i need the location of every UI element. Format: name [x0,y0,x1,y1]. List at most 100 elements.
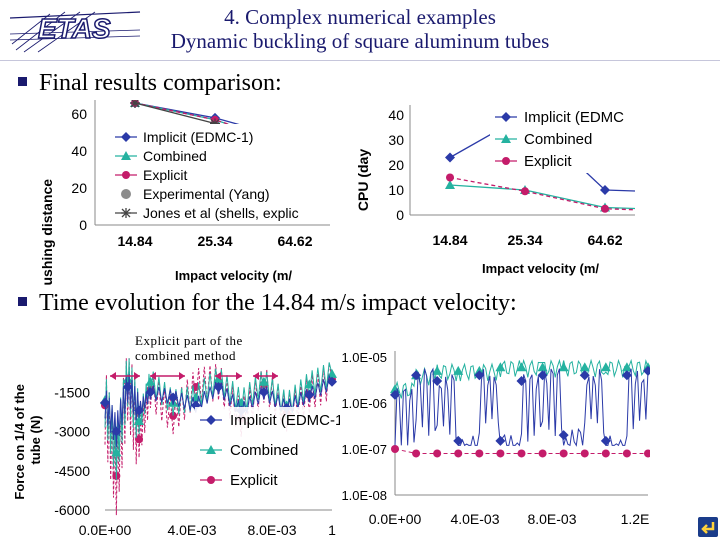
chart1-ytick-label: 40 [71,143,87,159]
chart4-ytick-label: 1.0E-07 [341,442,387,457]
chart3-xtick-label: 4.0E-03 [167,522,216,538]
chart4-point [432,365,443,375]
chart2-ylabel: CPU (day [355,149,371,211]
return-arrow-icon[interactable] [698,517,718,537]
chart2-ytick-label: 30 [388,132,404,148]
chart4-point [580,449,589,458]
chart1-legend-label: Experimental (Yang) [143,186,270,202]
chart3-interval-arrow [253,372,278,380]
chart4-point [412,449,421,458]
chart4-point [475,449,484,458]
chart3-point [134,405,145,416]
chart3-point [168,392,179,403]
chart4-point [622,449,631,458]
chart4-ytick-label: 1.0E-05 [341,350,387,365]
chart3-interval-arrow [150,372,185,380]
chart2-xtick-label: 14.84 [432,232,467,248]
chart3-xtick-label: 8.0E-03 [247,522,296,538]
chart4-point [474,370,485,381]
chart3-ylabel-line1: Force on 1/4 of the [12,384,27,500]
chart4-point [558,430,569,441]
chart3-ytick-label: -4500 [54,463,90,479]
chart1-point [130,100,140,108]
chart2-point [601,204,609,213]
chart4-xtick-label: 8.0E-03 [527,511,576,527]
chart3-legend-label: Implicit (EDMC-1) [230,412,340,429]
chart2-legend-marker [501,112,511,122]
chart3-legend-label: Combined [230,442,298,459]
chart4-xtick-label: 1.2E [621,511,650,527]
chart4-point [579,362,590,372]
chart1-legend-label: Combined [143,148,207,164]
cpu-chart: 0 10 20 30 40 14.84 25.34 64.62 Implicit (EDMC C… [355,105,640,276]
chart1-legend-marker [121,151,131,160]
chart1-legend-label: Implicit (EDMC-1) [143,129,253,145]
chart4-point [517,449,526,458]
logo-text: ETAS [38,13,111,44]
chart3-point [100,397,110,408]
logo-graphic: ETAS [9,11,141,53]
chart4-point [516,362,527,372]
chart2-ytick-label: 20 [388,157,404,173]
chart2-point [600,185,610,195]
chart4-point [559,449,568,458]
chart2-point [446,173,454,182]
chart4-point [621,370,632,381]
annotation-line-2: combined method [135,348,237,363]
chart2-point [445,180,455,189]
chart3-xtick-label: 1 [328,522,336,538]
chart3-ytick-label: -6000 [54,502,90,518]
chart1-ytick-label: 0 [79,217,87,233]
chart1-legend-marker [122,171,130,179]
chart2-legend-label: Combined [524,131,592,148]
chart1-legend-marker [121,132,131,142]
chart2-legend-marker [501,134,511,143]
chart4-point [390,389,400,400]
chart4-point [601,449,610,458]
chart1-ytick-label: 20 [71,180,87,196]
chart1-legend-marker [121,189,131,199]
chart3-point [169,411,178,420]
chart3-point [145,387,156,398]
chart3-point [134,416,145,426]
chart3-point [327,376,337,387]
chart4-point [558,362,569,372]
chart2-series-line [449,176,636,211]
chart4-point [644,449,650,458]
chart1-legend-label: Jones et al (shells, explic [143,205,299,221]
chart3-point [304,389,315,400]
chart4-xtick-label: 4.0E-03 [450,511,499,527]
annotation-line-1: Explicit part of the [135,333,243,348]
chart3-ytick-label: -3000 [54,424,90,440]
chart4-point [453,365,464,375]
chart2-ytick-label: 0 [396,207,404,223]
chart4-point [496,449,505,458]
title-line-2: Dynamic buckling of square aluminum tube… [170,29,550,53]
chart3-point [135,435,144,444]
bullet-results-text: Final results comparison: [39,70,282,96]
chart3-point [111,426,122,437]
chart4-point [537,362,548,372]
chart4-point [579,370,590,381]
chart1-xtick-label: 64.62 [277,233,312,249]
chart4-point [433,449,442,458]
header-divider [0,60,720,61]
chart4-point [538,449,547,458]
bullet-icon [18,76,27,86]
chart3-ytick-label: -1500 [54,384,90,400]
chart2-ytick-label: 40 [388,107,404,123]
chart4-ytick-label: 1.0E-06 [341,396,387,411]
chart3-point [145,376,156,386]
force-time-chart: -1500 -3000 -4500 -6000 0.0E+00 4.0E-03 8.0E-0… [12,358,340,538]
chart3-point [122,382,133,393]
chart3-ylabel: Force on 1/4 of the tube (N) [12,380,43,499]
logo: ETAS [9,4,145,54]
chart4-point [453,435,464,446]
crushing-distance-chart: 0 20 40 60 14.84 25.34 64.62 Implicit (EDMC-1)… [40,100,330,285]
chart4-point [643,365,650,376]
chart4-ytick-label: 1.0E-08 [341,488,387,503]
chart3-legend-marker [206,415,216,425]
chart3-point [213,382,224,393]
chart1-legend-label: Explicit [143,167,187,183]
return-arrow-glyph [701,522,715,534]
